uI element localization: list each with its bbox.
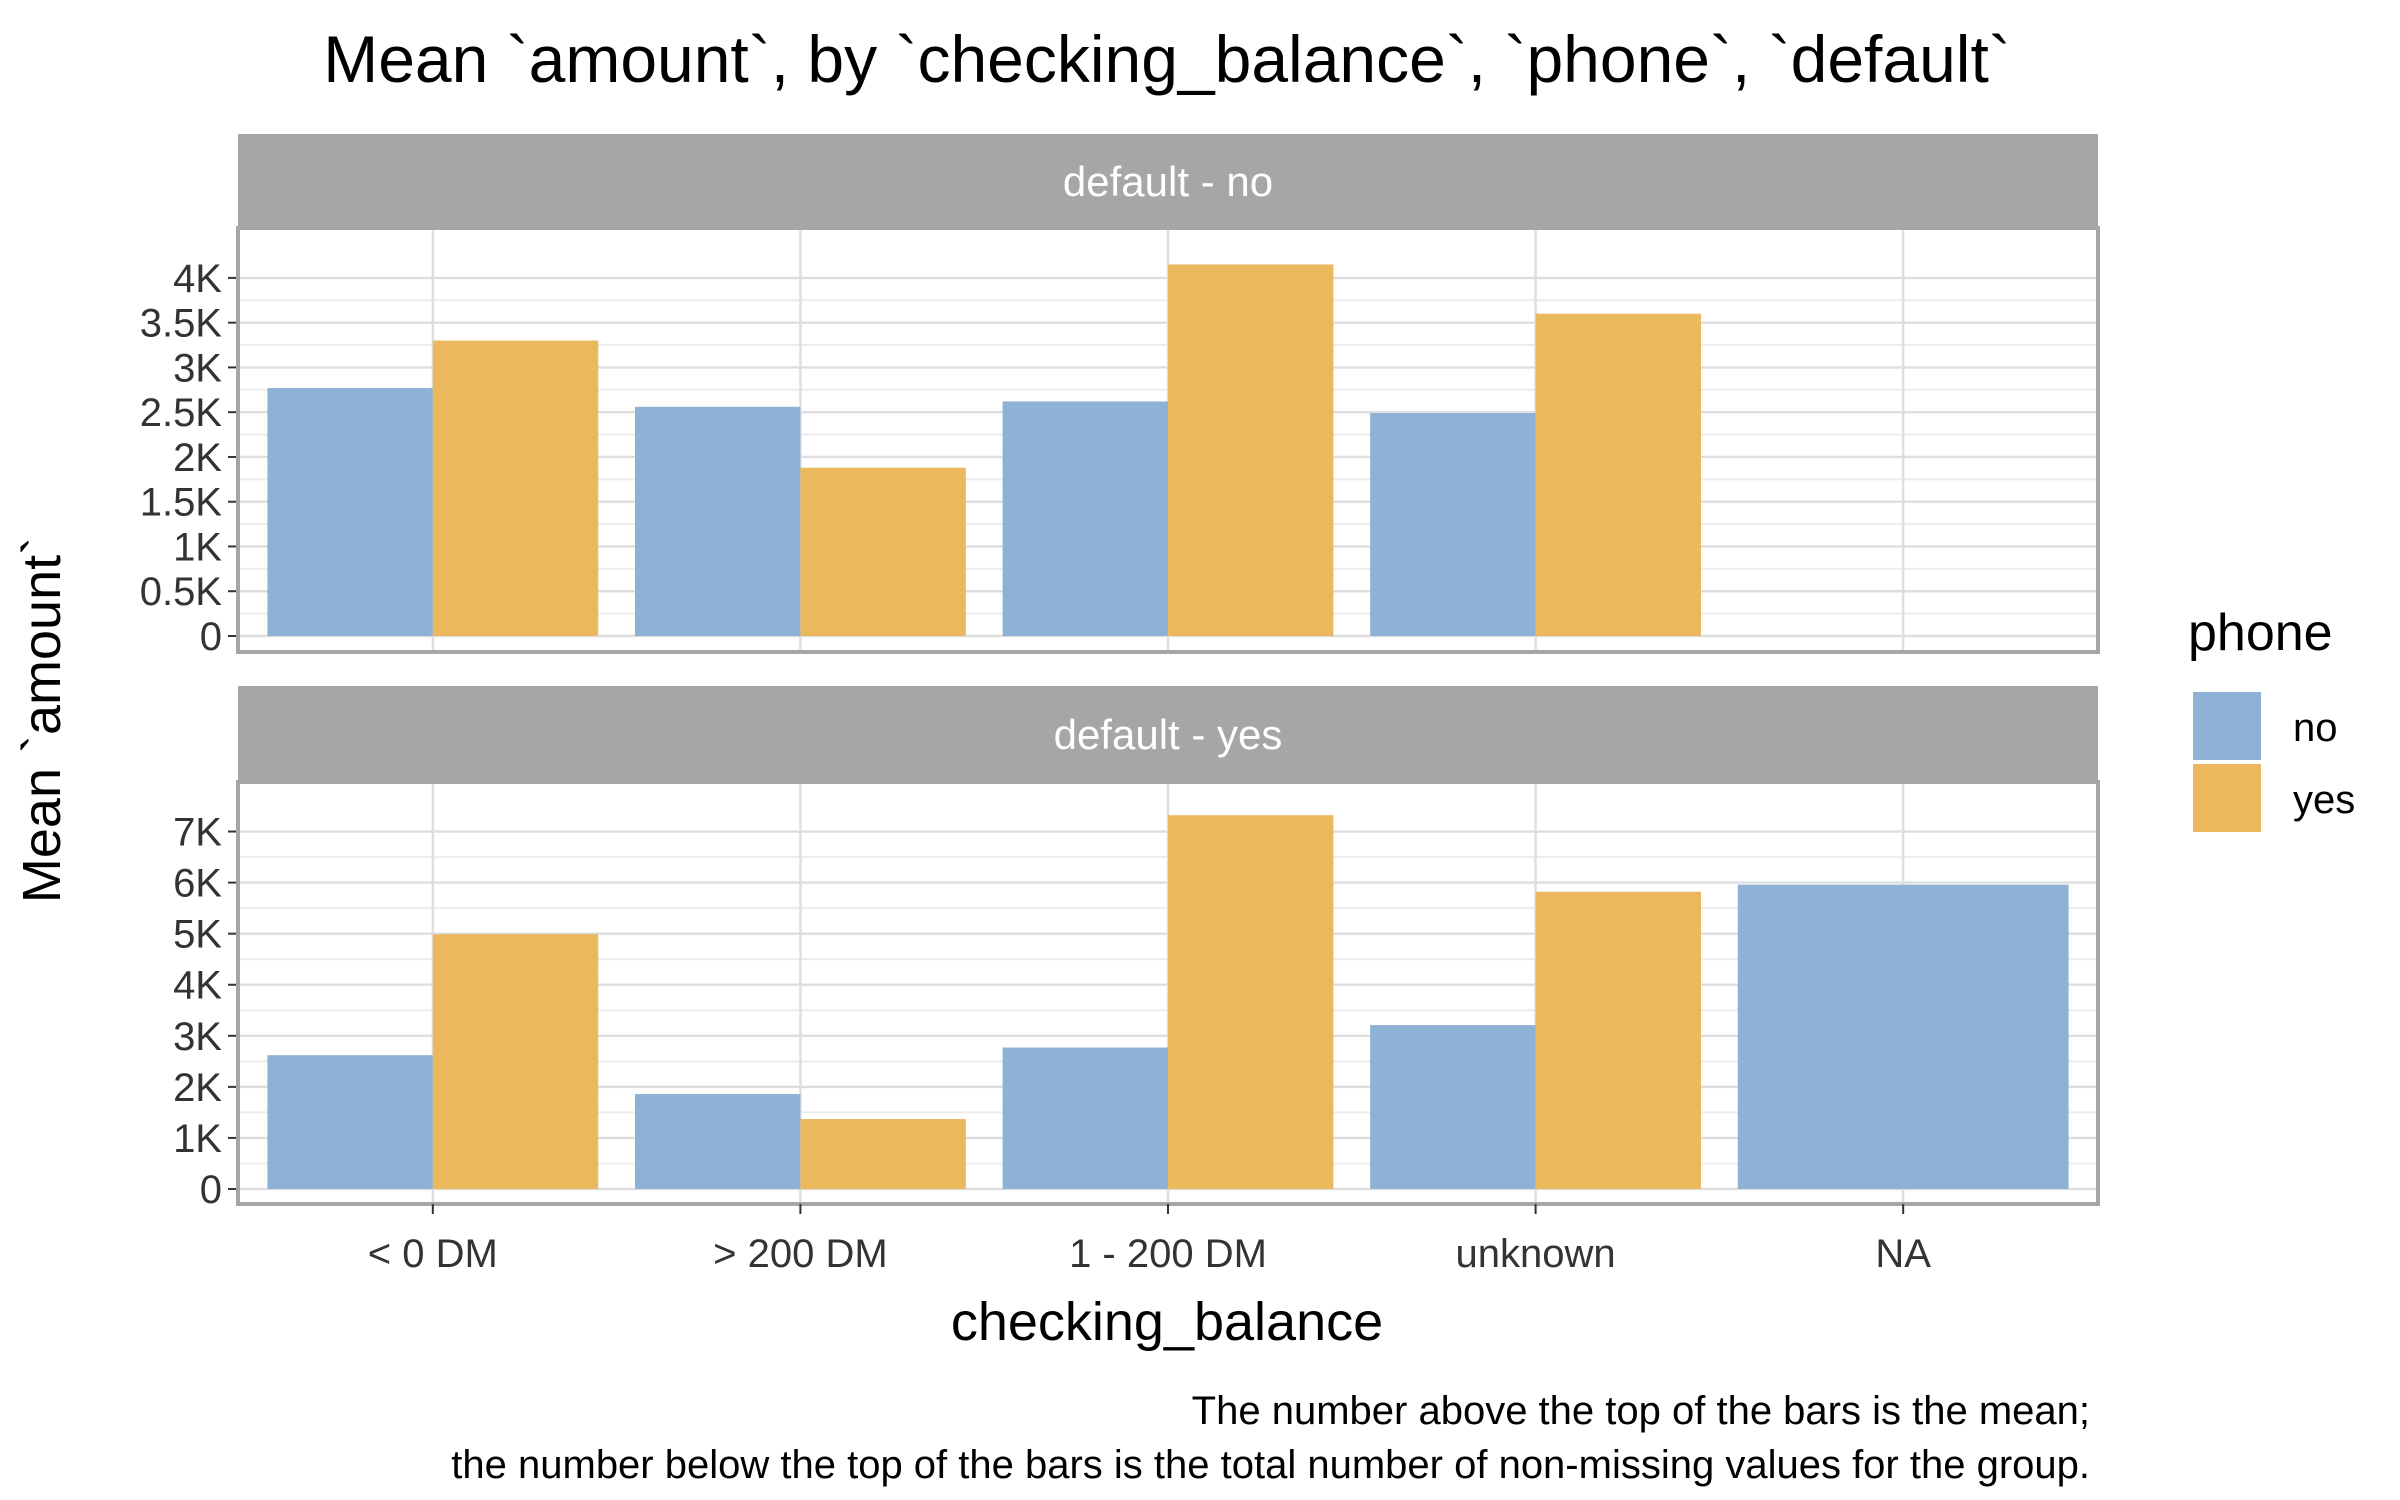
bar-default-yes-na-no	[1737, 884, 2069, 1189]
bar-default-yes-1-200-dm-yes	[1168, 815, 1334, 1189]
y-tick-label: 1.5K	[140, 481, 223, 525]
x-axis-ticks: < 0 DM > 200 DM 1 - 200 DM unknown NA	[368, 1204, 1931, 1276]
bar-default-yes-200-dm-yes	[800, 1119, 966, 1189]
bar-default-yes-0-dm-no	[267, 1055, 433, 1189]
y-tick-label: 4K	[173, 257, 222, 301]
panel-border	[236, 226, 2100, 654]
legend-swatch-no	[2193, 692, 2261, 760]
y-tick-label: 3.5K	[140, 302, 223, 346]
y-tick-label: 2K	[173, 436, 222, 480]
y-tick-label: 7K	[173, 811, 222, 855]
bar-default-no-0-dm-no	[267, 388, 433, 636]
y-tick-label: 0	[200, 615, 222, 659]
y-tick-label: 5K	[173, 913, 222, 957]
y-tick-label: 2K	[173, 1066, 222, 1110]
bar-default-yes-1-200-dm-no	[1002, 1047, 1168, 1189]
y-tick-label: 3K	[173, 346, 222, 390]
x-tick-label: 1 - 200 DM	[1069, 1232, 1267, 1276]
y-tick-label: 3K	[173, 1015, 222, 1059]
bar-default-yes-unknown-yes	[1535, 891, 1702, 1189]
x-axis-title: checking_balance	[951, 1292, 1383, 1352]
legend-label-yes: yes	[2293, 778, 2355, 822]
bar-default-no-0-dm-yes	[432, 340, 599, 636]
y-tick-label: 1K	[173, 1117, 222, 1161]
chart-title: Mean `amount`, by `checking_balance`, `p…	[323, 22, 2011, 96]
x-tick-label: NA	[1875, 1232, 1931, 1276]
legend-swatch-yes	[2193, 764, 2261, 832]
y-tick-label: 2.5K	[140, 391, 223, 435]
bar-default-no-unknown-no	[1370, 413, 1536, 636]
y-tick-label: 0.5K	[140, 570, 223, 614]
bar-default-yes-unknown-no	[1370, 1025, 1536, 1189]
bar-default-yes-200-dm-no	[634, 1094, 801, 1189]
legend-title: phone	[2188, 604, 2333, 662]
caption-line-2: the number below the top of the bars is …	[451, 1443, 2090, 1487]
bar-default-no-200-dm-yes	[800, 467, 966, 636]
panels: default - no00.5K1K1.5K2K2.5K3K3.5K4Kdef…	[140, 134, 2100, 1212]
facet-strip-label: default - no	[1063, 158, 1273, 205]
bar-default-yes-0-dm-yes	[432, 934, 599, 1189]
facet-strip	[238, 686, 2098, 782]
legend-label-no: no	[2293, 706, 2338, 750]
y-tick-label: 0	[200, 1168, 222, 1212]
caption-line-1: The number above the top of the bars is …	[1192, 1389, 2090, 1433]
bar-default-no-1-200-dm-yes	[1168, 264, 1334, 636]
y-axis-title: Mean `amount`	[12, 537, 72, 903]
legend: phone no yes	[2188, 604, 2355, 832]
facet-strip-label: default - yes	[1054, 711, 1283, 758]
x-tick-label: < 0 DM	[368, 1232, 498, 1276]
y-tick-label: 4K	[173, 964, 222, 1008]
bar-default-no-200-dm-no	[634, 406, 801, 636]
facet-strip	[238, 134, 2098, 228]
y-tick-label: 6K	[173, 862, 222, 906]
bar-default-no-unknown-yes	[1535, 313, 1702, 636]
panel-default-yes: default - yes 0 1K 2K 3K 4K 5K 6K 7K	[173, 686, 2100, 1212]
x-tick-label: > 200 DM	[713, 1232, 888, 1276]
x-tick-label: unknown	[1456, 1232, 1616, 1276]
y-tick-label: 1K	[173, 525, 222, 569]
bar-default-no-1-200-dm-no	[1002, 401, 1168, 636]
